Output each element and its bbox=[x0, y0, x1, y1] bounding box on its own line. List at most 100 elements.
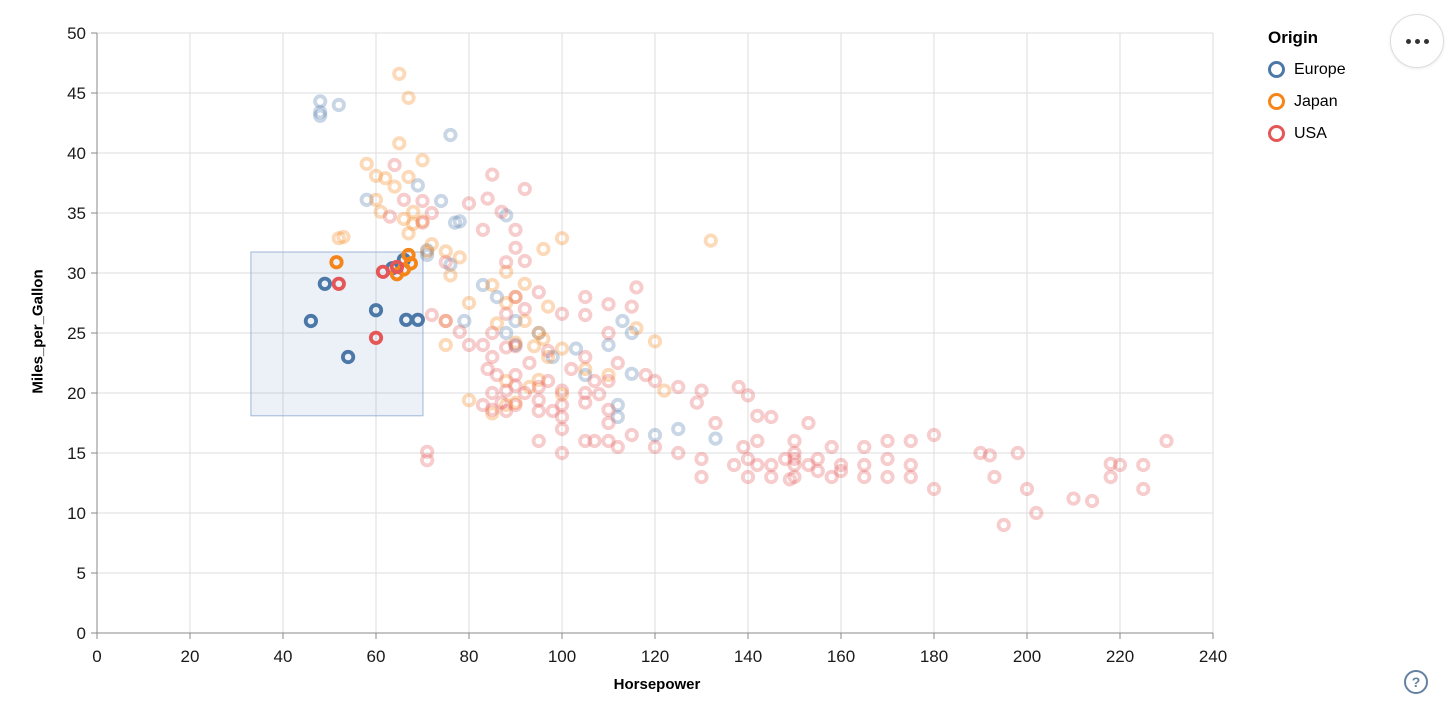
point-usa-unselected bbox=[726, 457, 742, 473]
x-tick-label: 240 bbox=[1199, 647, 1227, 666]
y-tick-label: 30 bbox=[67, 264, 86, 283]
point-europe-unselected bbox=[499, 208, 514, 223]
x-tick-label: 40 bbox=[274, 647, 293, 666]
point-europe-unselected bbox=[443, 257, 458, 272]
point-usa-unselected bbox=[801, 457, 816, 473]
point-usa-unselected bbox=[1029, 505, 1044, 521]
point-usa-unselected bbox=[736, 439, 751, 455]
usa-point-icon bbox=[1268, 125, 1285, 142]
point-europe-unselected bbox=[410, 178, 425, 193]
point-usa-unselected bbox=[554, 409, 570, 425]
point-usa-unselected bbox=[387, 157, 402, 173]
point-europe-unselected bbox=[508, 313, 523, 329]
point-usa-unselected bbox=[499, 383, 514, 398]
point-usa-unselected bbox=[601, 297, 616, 312]
point-usa-unselected bbox=[857, 457, 872, 473]
point-europe-unselected bbox=[708, 431, 723, 446]
x-tick-label: 0 bbox=[92, 647, 101, 666]
point-usa-unselected bbox=[624, 299, 639, 314]
point-usa-unselected bbox=[750, 408, 765, 423]
point-usa-unselected bbox=[578, 385, 593, 401]
point-usa-unselected bbox=[903, 433, 918, 449]
point-usa-unselected bbox=[671, 445, 686, 461]
brush-selection[interactable] bbox=[250, 251, 424, 417]
point-usa-unselected bbox=[485, 402, 500, 417]
point-japan-unselected bbox=[401, 90, 416, 105]
y-tick-label: 10 bbox=[67, 504, 86, 523]
point-japan-unselected bbox=[331, 231, 346, 246]
legend-label: Europe bbox=[1294, 60, 1346, 78]
point-europe-unselected bbox=[610, 397, 625, 413]
y-axis-title: Miles_per_Gallon bbox=[29, 269, 47, 394]
point-europe-unselected bbox=[457, 313, 472, 329]
point-europe-unselected bbox=[452, 214, 467, 229]
legend-item-europe: Europe bbox=[1268, 60, 1346, 79]
point-usa-unselected bbox=[480, 191, 495, 206]
point-usa-unselected bbox=[578, 349, 593, 365]
point-usa-unselected bbox=[424, 205, 439, 221]
point-japan-unselected bbox=[420, 244, 435, 259]
point-usa-unselected bbox=[810, 451, 825, 467]
point-japan-unselected bbox=[387, 179, 402, 194]
y-tick-label: 15 bbox=[67, 444, 86, 463]
point-usa-unselected bbox=[880, 469, 895, 485]
point-usa-unselected bbox=[601, 402, 616, 417]
point-usa-unselected bbox=[629, 280, 644, 295]
x-tick-label: 60 bbox=[367, 647, 386, 666]
point-europe-unselected bbox=[331, 97, 346, 113]
point-usa-unselected bbox=[420, 444, 435, 459]
point-japan-selected bbox=[403, 256, 418, 271]
point-europe-unselected bbox=[624, 366, 639, 381]
point-japan-unselected bbox=[508, 335, 523, 350]
point-usa-unselected bbox=[564, 361, 579, 377]
point-europe-unselected bbox=[647, 427, 663, 443]
x-tick-label: 160 bbox=[827, 647, 855, 666]
point-europe-unselected bbox=[359, 192, 374, 207]
help-button[interactable]: ? bbox=[1404, 670, 1428, 694]
point-japan-unselected bbox=[396, 211, 411, 227]
point-usa-unselected bbox=[499, 255, 514, 270]
point-usa-unselected bbox=[522, 355, 537, 371]
point-europe-unselected bbox=[489, 289, 504, 305]
point-usa-unselected bbox=[1159, 433, 1174, 449]
point-usa-unselected bbox=[638, 367, 653, 383]
point-usa-selected bbox=[389, 259, 405, 275]
x-tick-label: 200 bbox=[1013, 647, 1041, 666]
point-usa-unselected bbox=[508, 240, 523, 255]
point-usa-unselected bbox=[461, 337, 477, 353]
point-europe-unselected bbox=[313, 105, 328, 120]
point-europe-unselected bbox=[545, 349, 560, 365]
point-usa-unselected bbox=[782, 472, 797, 487]
point-europe-unselected bbox=[433, 193, 449, 209]
point-europe-selected bbox=[317, 276, 332, 291]
options-menu-button[interactable] bbox=[1390, 14, 1444, 68]
point-japan-unselected bbox=[540, 349, 556, 365]
point-usa-unselected bbox=[461, 196, 477, 211]
point-japan-unselected bbox=[489, 316, 504, 331]
point-usa-unselected bbox=[508, 339, 523, 354]
point-europe-unselected bbox=[447, 215, 463, 230]
point-japan-unselected bbox=[485, 277, 500, 293]
point-usa-unselected bbox=[601, 433, 616, 449]
point-usa-unselected bbox=[1136, 457, 1151, 473]
point-usa-unselected bbox=[508, 289, 523, 305]
point-europe-unselected bbox=[475, 277, 491, 293]
point-usa-unselected bbox=[982, 448, 997, 463]
point-europe-selected bbox=[340, 349, 356, 365]
point-usa-unselected bbox=[554, 397, 570, 413]
point-japan-unselected bbox=[536, 331, 551, 347]
point-usa-unselected bbox=[857, 439, 872, 455]
point-europe-unselected bbox=[568, 341, 584, 356]
point-usa-unselected bbox=[778, 451, 793, 467]
point-japan-unselected bbox=[554, 387, 570, 402]
point-usa-unselected bbox=[694, 451, 709, 467]
point-japan-unselected bbox=[378, 171, 393, 186]
point-europe-unselected bbox=[624, 325, 639, 341]
point-japan-unselected bbox=[424, 237, 439, 252]
point-usa-unselected bbox=[1103, 469, 1118, 485]
point-usa-unselected bbox=[787, 445, 802, 461]
point-usa-unselected bbox=[764, 457, 779, 473]
point-europe-unselected bbox=[420, 243, 435, 258]
